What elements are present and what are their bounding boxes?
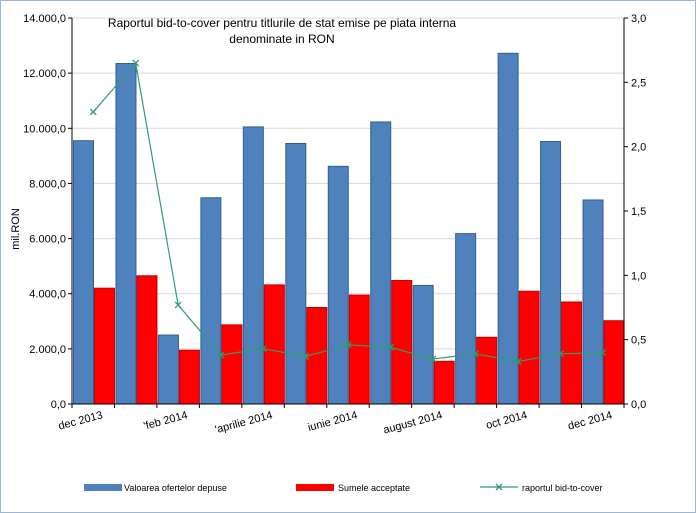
ratio-point xyxy=(514,358,522,365)
x-tick-label: iunie 2014 xyxy=(307,409,359,434)
y-tick-label: 6.000,0 xyxy=(29,234,66,246)
ratio-point xyxy=(259,345,267,353)
x-tick-label: dec 2014 xyxy=(567,409,614,432)
chart-title-line-1: Raportul bid-to-cover pentru titlurile d… xyxy=(108,16,457,30)
x-tick-label: dec 2013 xyxy=(57,409,104,432)
bar-offers xyxy=(73,140,94,405)
x-tick-label: oct 2014 xyxy=(485,409,529,432)
bid-to-cover-line xyxy=(89,59,607,365)
y-axis-title: mil.RON xyxy=(10,208,22,250)
bar-offers xyxy=(157,334,179,405)
chart-title-line-2: denominate in RON xyxy=(229,32,334,46)
bar-accepted xyxy=(603,320,625,405)
bar-offers xyxy=(285,142,307,405)
bar-offers xyxy=(327,165,349,405)
bar-accepted xyxy=(94,287,115,405)
bar-accepted xyxy=(391,279,413,405)
x-tick-label: august 2014 xyxy=(382,409,444,436)
ratio-point xyxy=(599,349,607,356)
bar-accepted xyxy=(476,336,498,405)
y2-tick-label: 3,0 xyxy=(631,13,646,25)
ratio-point xyxy=(302,352,309,360)
y2-tick-label: 2,5 xyxy=(631,77,646,89)
ratio-point xyxy=(217,351,225,359)
bar-accepted xyxy=(221,324,243,405)
legend-swatch-accepted xyxy=(296,484,334,491)
y-tick-label: 0,0 xyxy=(51,399,66,411)
legend-swatch-offers xyxy=(84,484,122,491)
ratio-point xyxy=(429,355,437,363)
y-tick-label: 12.000,0 xyxy=(23,68,66,80)
bar-accepted xyxy=(348,294,370,405)
legend-label-offers: Valoarea ofertelor depuse xyxy=(124,483,227,493)
bar-accepted xyxy=(178,349,200,405)
bar-offers xyxy=(200,197,222,405)
bars xyxy=(73,52,625,405)
bar-offers xyxy=(242,126,264,405)
legend-label-accepted: Sumele acceptate xyxy=(338,483,410,493)
bar-accepted xyxy=(518,290,540,405)
y-tick-label: 8.000,0 xyxy=(29,178,66,190)
legend: Valoarea ofertelor depuse Sumele accepta… xyxy=(84,483,603,493)
ratio-point xyxy=(89,108,97,116)
bar-offers xyxy=(370,121,392,405)
ratio-point xyxy=(132,59,140,67)
bar-offers xyxy=(582,199,604,405)
y-tick-label: 4.000,0 xyxy=(29,289,66,301)
y2-tick-label: 2,0 xyxy=(631,142,646,154)
bar-offers xyxy=(115,62,137,405)
ratio-point xyxy=(556,350,564,358)
bar-offers xyxy=(497,52,519,405)
ratio-point xyxy=(387,343,394,351)
y2-tick-label: 1,0 xyxy=(631,270,646,282)
y-tick-label: 2.000,0 xyxy=(29,344,66,356)
x-tick-label: 'aprilie 2014 xyxy=(214,409,274,436)
axes xyxy=(68,17,628,408)
bar-accepted xyxy=(263,284,285,405)
y-tick-label: 14.000,0 xyxy=(23,13,66,25)
ratio-point xyxy=(344,341,352,349)
legend-label-ratio: raportul bid-to-cover xyxy=(522,483,603,493)
bar-offers xyxy=(412,284,434,405)
y2-tick-label: 0,5 xyxy=(631,335,646,347)
y2-tick-label: 0,0 xyxy=(631,399,646,411)
bar-offers xyxy=(540,141,562,405)
x-tick-label: 'feb 2014 xyxy=(142,409,188,432)
ratio-point xyxy=(471,350,479,358)
bar-accepted xyxy=(136,275,158,405)
legend-marker-ratio xyxy=(495,483,503,491)
y2-tick-label: 1,5 xyxy=(631,206,646,218)
bar-accepted xyxy=(433,360,455,405)
ratio-point xyxy=(174,301,182,309)
y-tick-label: 10.000,0 xyxy=(23,123,66,135)
bar-offers xyxy=(455,233,477,405)
